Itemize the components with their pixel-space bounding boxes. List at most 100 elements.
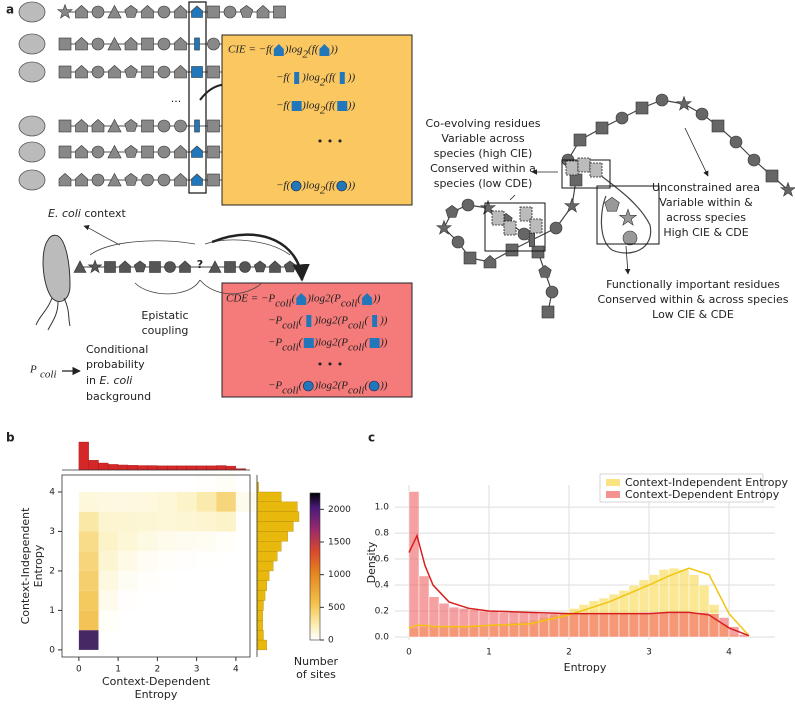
residue: [75, 64, 88, 79]
heatmap-cell: [216, 491, 236, 512]
y-tick-label: 0.2: [375, 607, 389, 617]
residue: [207, 145, 220, 159]
highlight-residue: [191, 145, 203, 158]
functional-label: Conserved within & across species: [598, 293, 789, 306]
heatmap-cell: [176, 551, 197, 571]
heatmap-cell: [78, 511, 99, 532]
formula-term: (: [299, 337, 304, 349]
unconstrained-label: across species: [666, 211, 746, 224]
residue: [208, 260, 222, 273]
residue: [107, 118, 122, 133]
marginal-bar: [256, 590, 266, 601]
residue: [483, 254, 497, 269]
formula-term: (P: [338, 380, 349, 392]
formula-term: 2: [332, 337, 338, 349]
heatmap-cell: [118, 570, 138, 591]
formula-term: )log: [301, 100, 320, 112]
colorbar-tick-label: 0: [328, 636, 334, 646]
highlight-residue: [191, 66, 203, 78]
residue: [569, 173, 583, 187]
formula-term: (: [364, 337, 369, 349]
residue: [622, 230, 638, 246]
residue: [174, 64, 187, 79]
formula-term: (: [292, 293, 297, 305]
residue: [87, 259, 103, 274]
residue: [157, 65, 171, 79]
marginal-bar: [256, 620, 263, 631]
histogram-bar: [698, 612, 710, 638]
residue: [91, 145, 105, 159]
histogram-bar: [478, 610, 490, 638]
formula-term: (: [299, 315, 304, 327]
formula-term: )log: [313, 315, 332, 327]
y-tick-label: 0.8: [375, 529, 390, 539]
formula-term: (f(: [325, 180, 337, 192]
formula-term: )): [347, 180, 356, 192]
highlight-residue: [191, 5, 203, 18]
conditional-label: probability: [86, 358, 145, 371]
residue: [124, 5, 138, 18]
histogram-bar: [678, 612, 690, 638]
conditional-part: E. coli: [100, 374, 133, 387]
y-tick-label: 2: [49, 566, 55, 576]
residue: [711, 119, 725, 133]
formula-term: )log: [284, 44, 303, 56]
formula-icon: [273, 44, 284, 56]
formula-term: (: [357, 293, 362, 305]
flagella: [35, 297, 71, 331]
striped-residue: [577, 157, 591, 173]
marginal-bar: [157, 465, 168, 471]
coevolving-box: [484, 202, 546, 252]
marginal-bar: [216, 465, 227, 471]
marginal-bar: [256, 521, 294, 532]
heatmap-cell: [196, 472, 217, 492]
heatmap-cell: [118, 511, 138, 532]
heatmap-cell: [118, 491, 138, 512]
residue: [545, 285, 559, 299]
heatmap-cell: [118, 590, 138, 611]
ecoli-context-part: E. coli: [48, 207, 81, 220]
marginal-bar: [88, 460, 99, 471]
residue: [91, 37, 105, 51]
heatmap-cell: [78, 570, 99, 591]
bacterium: [42, 234, 71, 302]
highlight-residue: [191, 173, 203, 186]
heatmap-cell: [98, 531, 119, 552]
residue: [141, 4, 154, 19]
functional-label: Functionally important residues: [606, 278, 780, 291]
residue: [256, 4, 270, 19]
formula-term: coli: [275, 298, 292, 310]
heatmap-cell: [176, 491, 197, 512]
formula-term: 2: [320, 77, 326, 89]
formula-term: 2: [320, 105, 326, 117]
marginal-bar: [256, 560, 274, 572]
kde-line: [408, 533, 750, 637]
species-icon: [18, 169, 46, 191]
heatmap-cell: [137, 511, 158, 532]
residue: [157, 173, 171, 187]
formula-icon: [306, 315, 312, 327]
residue: [528, 233, 535, 247]
p-coli: P: [29, 364, 37, 376]
cde-box: [221, 282, 413, 398]
histogram-bar: [648, 612, 660, 638]
plot-frame: [61, 474, 251, 658]
residue: [729, 135, 743, 149]
formula-icon: [303, 338, 314, 348]
residue: [283, 260, 297, 273]
histogram-bar: [528, 612, 540, 638]
residue: [174, 144, 187, 159]
residue: [549, 221, 563, 235]
ecoli-context: E. coli context: [48, 207, 126, 220]
formula-icon: [294, 72, 300, 84]
heatmap-cell: [78, 491, 99, 512]
x-tick-label: 1: [486, 648, 492, 658]
residue: [58, 37, 72, 51]
heatmap-cell: [118, 531, 138, 552]
residue: [75, 144, 88, 159]
unconstrained-label: Variable within &: [659, 196, 753, 209]
formula-term: )log: [313, 380, 332, 392]
residue: [141, 65, 154, 79]
y-tick-label: 4: [49, 487, 55, 497]
histogram-bar: [598, 613, 610, 638]
